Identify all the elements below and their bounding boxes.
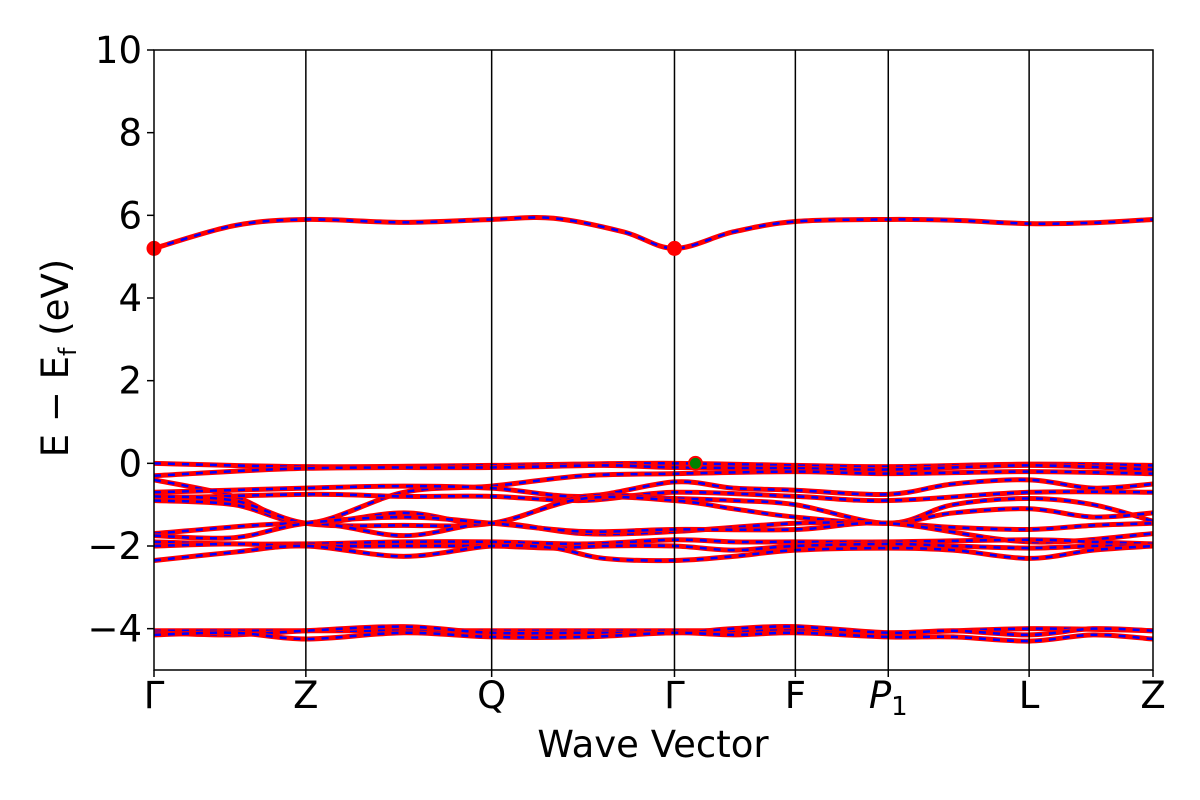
cbm-marker-gamma-2: [666, 240, 682, 256]
y-tick-label-3: 2: [118, 360, 142, 403]
x-axis-title: Wave Vector: [537, 723, 769, 766]
band-line-9-spin-down: [154, 515, 1153, 544]
y-tick-label-7: 10: [95, 29, 142, 72]
y-axis-title-main: E − E: [34, 356, 77, 457]
x-axis-ticks: Γ Z Q Γ F P1 L Z: [144, 670, 1166, 722]
vbm-marker: [687, 455, 703, 471]
x-tick-label-0: Γ: [144, 674, 165, 717]
y-tick-label-4: 4: [118, 277, 142, 320]
extrema-markers: [146, 240, 703, 471]
y-axis-title-sub: f: [54, 347, 82, 356]
y-tick-label-5: 6: [118, 194, 142, 237]
x-tick-label-7: Z: [1140, 674, 1165, 717]
y-tick-label-0: −4: [87, 608, 142, 651]
band-line-15-spin-down: [154, 631, 1153, 643]
x-tick-label-4: F: [785, 674, 806, 717]
x-tick-label-3: Γ: [664, 674, 685, 717]
y-tick-label-2: 0: [118, 442, 142, 485]
band-line-4-spin-down: [154, 478, 1153, 498]
y-axis-title-unit: (eV): [34, 259, 77, 348]
y-tick-label-1: −2: [87, 525, 142, 568]
x-tick-label-5: P1: [869, 674, 908, 722]
high-symmetry-lines: [305, 50, 1030, 670]
band-line-6-spin-down: [154, 493, 1153, 525]
x-tick-label-6: L: [1019, 674, 1040, 717]
y-tick-label-6: 8: [118, 112, 142, 155]
y-axis-title: E − Ef (eV): [34, 259, 82, 457]
x-tick-label-1: Z: [293, 674, 318, 717]
x-tick-label-2: Q: [477, 674, 506, 717]
plot-frame: [153, 49, 1154, 671]
y-axis-ticks: −4 −2 0 2 4 6 8 10: [87, 29, 154, 651]
